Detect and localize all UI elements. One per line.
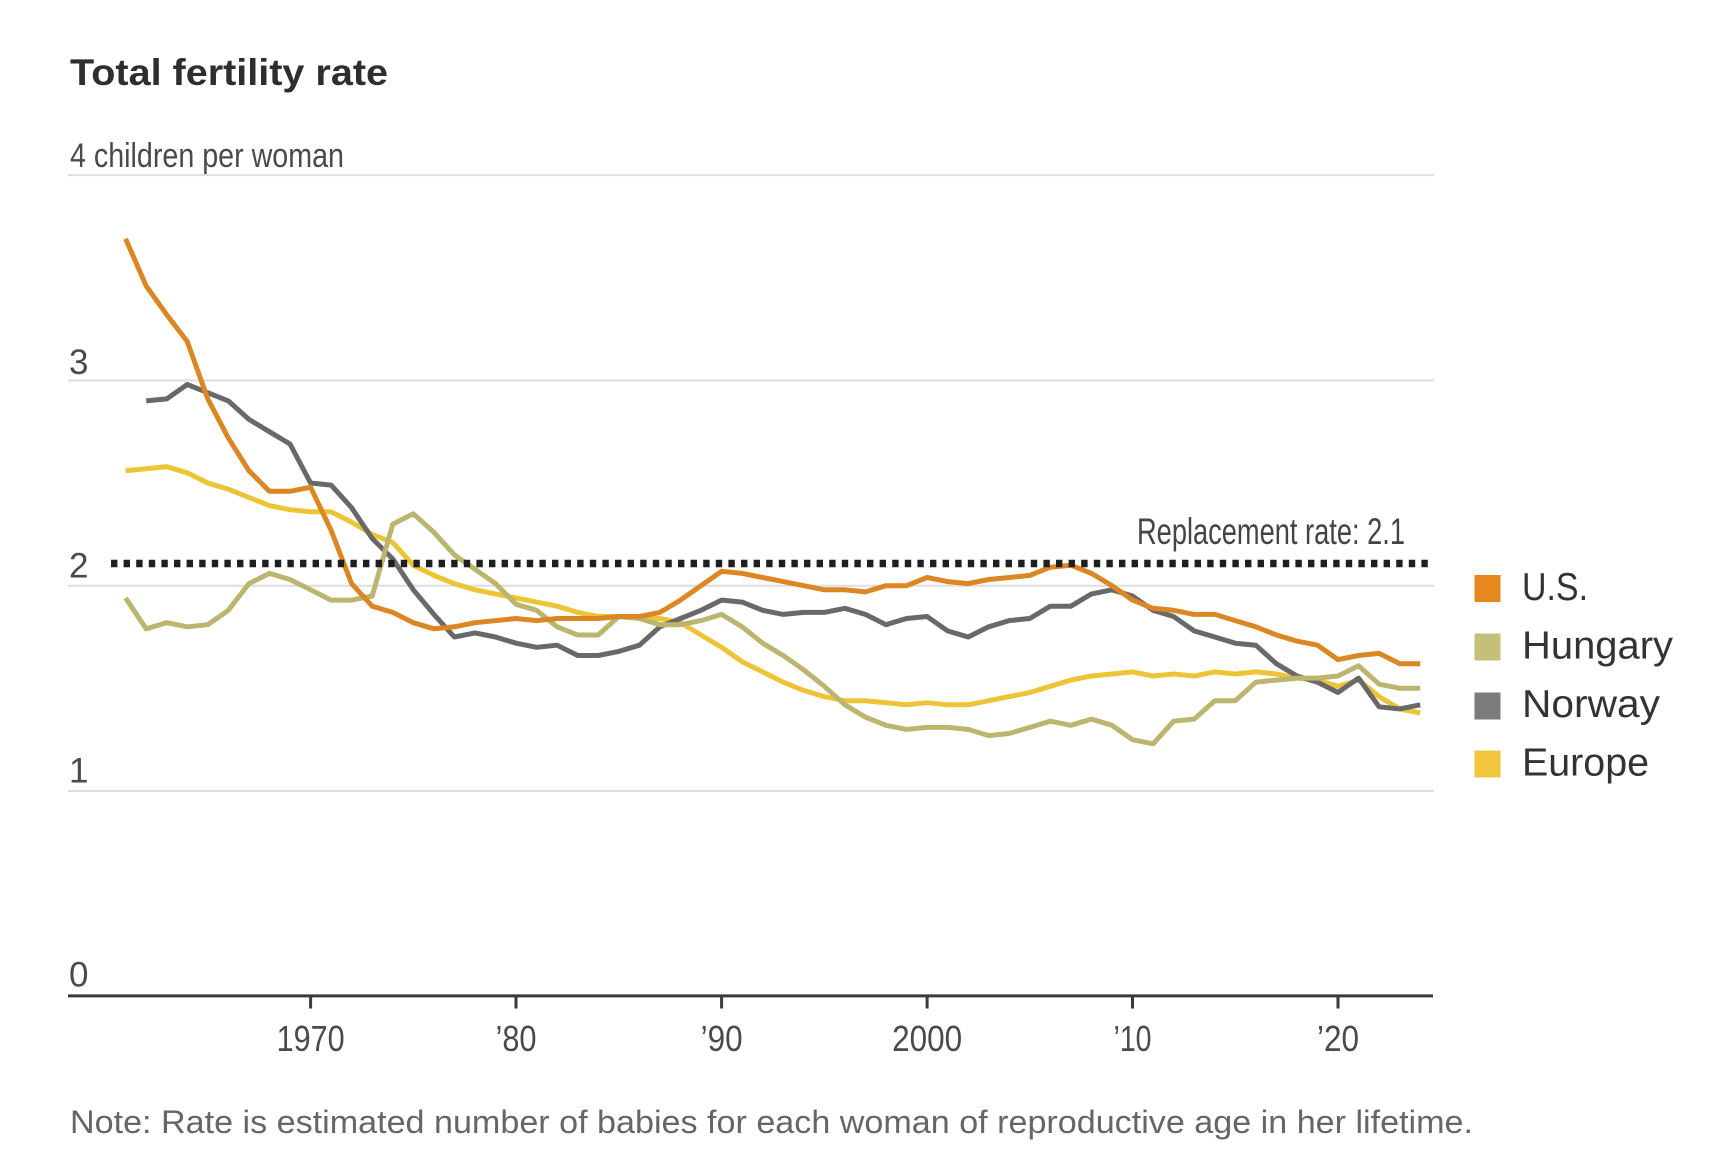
svg-text:Total fertility rate: Total fertility rate — [70, 52, 388, 93]
svg-text:Note: Rate is estimated number: Note: Rate is estimated number of babies… — [70, 1104, 1473, 1140]
svg-text:Hungary: Hungary — [1522, 625, 1674, 668]
svg-text:1: 1 — [69, 752, 88, 791]
svg-text:0: 0 — [69, 956, 88, 995]
svg-text:2000: 2000 — [892, 1018, 962, 1059]
svg-text:’10: ’10 — [1114, 1018, 1152, 1059]
svg-text:U.S.: U.S. — [1522, 566, 1588, 609]
svg-text:Europe: Europe — [1522, 742, 1649, 785]
svg-text:2: 2 — [69, 547, 88, 586]
svg-text:’90: ’90 — [701, 1018, 743, 1059]
svg-text:1970: 1970 — [277, 1018, 345, 1059]
svg-text:3: 3 — [69, 343, 88, 382]
svg-text:’20: ’20 — [1317, 1018, 1359, 1059]
svg-text:Norway: Norway — [1522, 683, 1661, 726]
svg-text:4 children per woman: 4 children per woman — [70, 137, 344, 175]
svg-text:Replacement rate: 2.1: Replacement rate: 2.1 — [1137, 511, 1405, 552]
svg-text:’80: ’80 — [496, 1018, 537, 1059]
